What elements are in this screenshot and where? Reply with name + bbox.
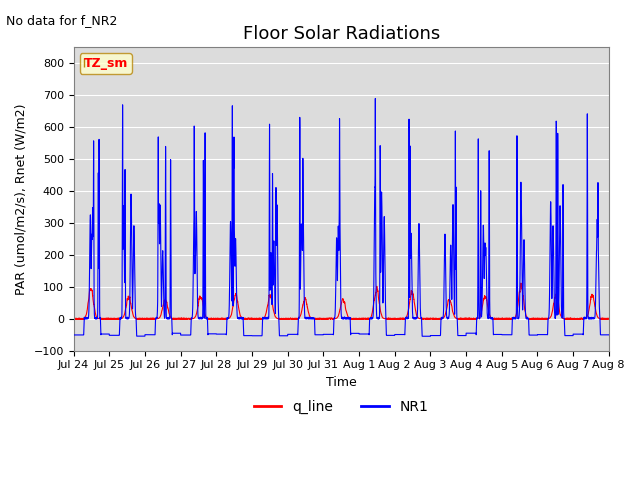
NR1 [321,332,329,337]
NR1 [419,334,426,339]
NR1 [166,315,173,321]
q_line [166,313,173,319]
NR1 [371,96,379,101]
Title: Floor Solar Radiations: Floor Solar Radiations [243,24,440,43]
q_line [604,315,612,321]
NR1 [432,333,440,338]
NR1 [492,332,499,337]
X-axis label: Time: Time [326,376,356,389]
q_line [461,315,469,321]
Legend: q_line, NR1: q_line, NR1 [248,395,435,420]
q_line [70,316,77,322]
Line: NR1: NR1 [74,98,609,336]
NR1 [461,333,469,338]
q_line [431,316,439,322]
Line: q_line: q_line [74,283,609,319]
NR1 [70,332,77,338]
q_line [605,316,612,322]
q_line [517,280,525,286]
NR1 [605,332,612,338]
Text: No data for f_NR2: No data for f_NR2 [6,14,118,27]
q_line [492,315,499,321]
Y-axis label: PAR (umol/m2/s), Rnet (W/m2): PAR (umol/m2/s), Rnet (W/m2) [15,103,28,295]
q_line [321,316,329,322]
q_line [110,316,118,322]
NR1 [604,332,612,338]
